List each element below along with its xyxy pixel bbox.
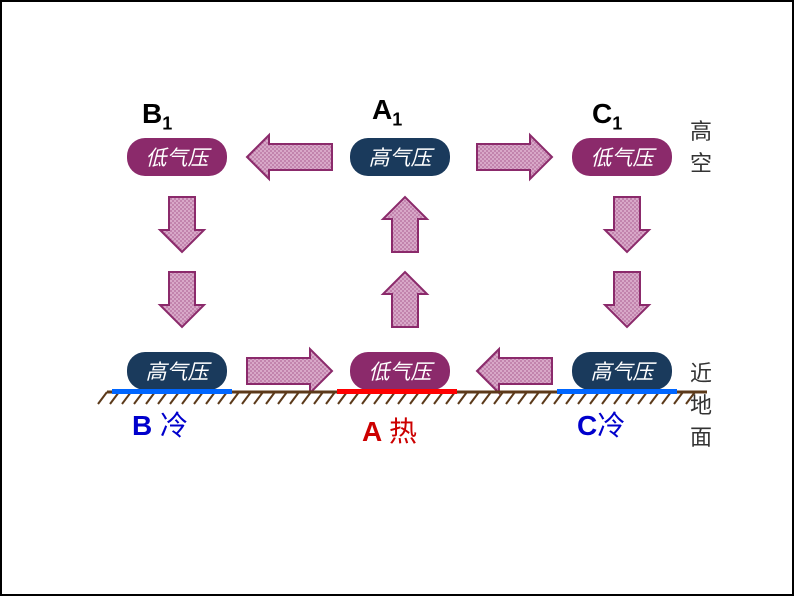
temp-bar-0 [112,389,232,394]
temp-bar-2 [557,389,677,394]
flow-arrow-0 [247,135,332,179]
label-C1: C1 [592,98,622,135]
flow-arrow-1 [477,135,552,179]
flow-arrow-6 [605,197,649,252]
label-A1: A1 [372,94,402,131]
label-A: A 热 [362,410,417,450]
pressure-node-B: 高气压 [127,352,227,390]
upper-air-label: 高空 [690,114,722,178]
pressure-node-C: 高气压 [572,352,672,390]
flow-arrow-5 [383,272,427,327]
flow-arrow-3 [160,272,204,327]
pressure-node-C1: 低气压 [572,138,672,176]
flow-arrow-7 [605,272,649,327]
pressure-node-A: 低气压 [350,352,450,390]
pressure-node-B1: 低气压 [127,138,227,176]
temp-bar-1 [337,389,457,394]
pressure-node-A1: 高气压 [350,138,450,176]
label-B1: B1 [142,98,172,135]
thermal-circulation-diagram: B1 A1 C1 高空 近地面 低气压高气压低气压高气压低气压高气压 B 冷 A… [82,102,722,442]
label-B: B 冷 [132,404,188,444]
flow-arrow-8 [247,349,332,393]
flow-arrow-2 [160,197,204,252]
label-C: C冷 [577,404,625,444]
flow-arrow-4 [383,197,427,252]
flow-arrow-9 [477,349,552,393]
